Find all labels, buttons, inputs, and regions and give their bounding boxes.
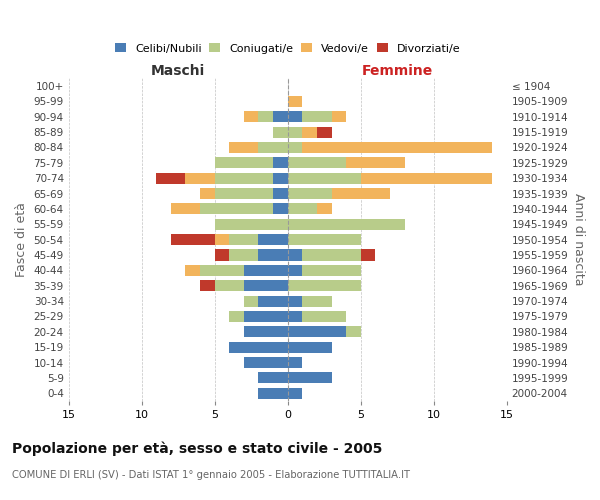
Bar (273, 204, 287, 214)
Y-axis label: Anni di nascita: Anni di nascita (572, 194, 585, 286)
Bar (200, 265, 244, 276)
Bar (287, 326, 346, 338)
Bar (171, 204, 200, 214)
Bar (287, 126, 302, 138)
Bar (302, 126, 317, 138)
Bar (287, 357, 302, 368)
Bar (287, 172, 361, 184)
Bar (259, 111, 273, 122)
Bar (200, 188, 215, 199)
Bar (302, 265, 361, 276)
Bar (273, 111, 287, 122)
Bar (302, 311, 346, 322)
Bar (287, 188, 331, 199)
Bar (302, 250, 361, 260)
Bar (259, 296, 287, 306)
Bar (229, 234, 259, 245)
Bar (215, 234, 229, 245)
Bar (171, 234, 215, 245)
Bar (156, 172, 185, 184)
Bar (346, 326, 361, 338)
Bar (215, 280, 244, 291)
Bar (215, 219, 287, 230)
Bar (331, 188, 390, 199)
Text: Maschi: Maschi (151, 64, 205, 78)
Bar (244, 280, 287, 291)
Bar (287, 250, 302, 260)
Bar (215, 158, 273, 168)
Bar (273, 188, 287, 199)
Bar (273, 172, 287, 184)
Bar (287, 265, 302, 276)
Bar (185, 265, 200, 276)
Bar (346, 158, 404, 168)
Bar (317, 204, 331, 214)
Bar (229, 311, 244, 322)
Bar (215, 172, 273, 184)
Bar (259, 372, 287, 384)
Bar (215, 250, 229, 260)
Bar (287, 158, 346, 168)
Bar (200, 280, 215, 291)
Bar (287, 388, 302, 399)
Bar (287, 280, 361, 291)
Bar (200, 204, 273, 214)
Bar (317, 126, 331, 138)
Bar (287, 204, 317, 214)
Text: Popolazione per età, sesso e stato civile - 2005: Popolazione per età, sesso e stato civil… (12, 441, 382, 456)
Bar (302, 142, 492, 153)
Bar (229, 250, 259, 260)
Bar (287, 219, 404, 230)
Bar (287, 142, 302, 153)
Bar (287, 296, 302, 306)
Bar (287, 96, 302, 107)
Bar (229, 342, 287, 352)
Bar (302, 296, 331, 306)
Text: Femmine: Femmine (362, 64, 433, 78)
Bar (244, 357, 287, 368)
Text: COMUNE DI ERLI (SV) - Dati ISTAT 1° gennaio 2005 - Elaborazione TUTTITALIA.IT: COMUNE DI ERLI (SV) - Dati ISTAT 1° genn… (12, 470, 410, 480)
Bar (287, 342, 331, 352)
Bar (331, 111, 346, 122)
Bar (273, 158, 287, 168)
Bar (361, 250, 376, 260)
Bar (273, 126, 287, 138)
Bar (287, 372, 331, 384)
Bar (259, 388, 287, 399)
Y-axis label: Fasce di età: Fasce di età (15, 202, 28, 277)
Bar (259, 142, 287, 153)
Bar (185, 172, 215, 184)
Bar (259, 250, 287, 260)
Bar (361, 172, 492, 184)
Bar (244, 265, 287, 276)
Bar (244, 296, 259, 306)
Bar (259, 234, 287, 245)
Bar (215, 188, 273, 199)
Bar (287, 234, 361, 245)
Legend: Celibi/Nubili, Coniugati/e, Vedovi/e, Divorziati/e: Celibi/Nubili, Coniugati/e, Vedovi/e, Di… (110, 38, 465, 58)
Bar (287, 111, 302, 122)
Bar (302, 111, 331, 122)
Bar (244, 111, 259, 122)
Bar (244, 311, 287, 322)
Bar (244, 326, 287, 338)
Bar (229, 142, 259, 153)
Bar (287, 311, 302, 322)
